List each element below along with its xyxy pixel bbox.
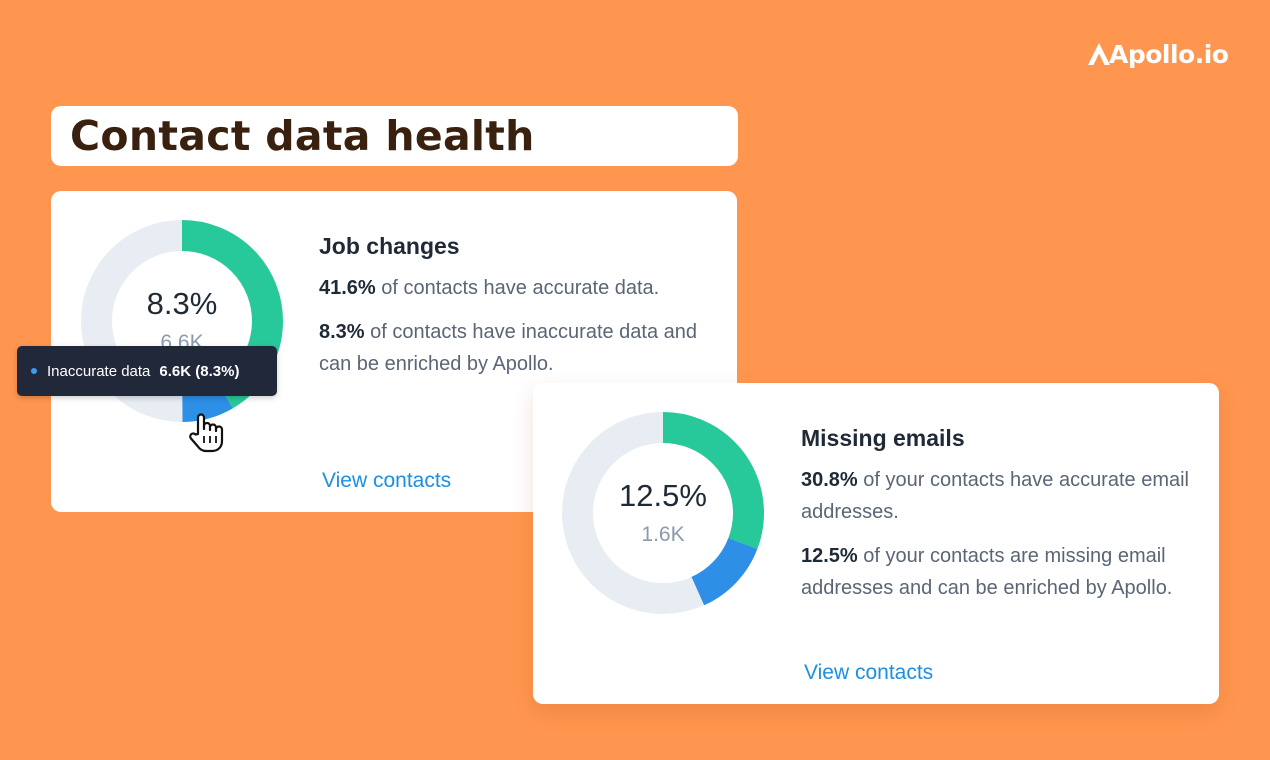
donut-chart — [81, 220, 283, 422]
card-title: Missing emails — [801, 425, 965, 451]
missing-emails-donut[interactable]: 12.5% 1.6K — [562, 412, 764, 614]
logo-text: Apollo.io — [1109, 39, 1229, 69]
inaccurate-text: of contacts have inaccurate data and can… — [319, 321, 698, 375]
missing-line: 12.5% of your contacts are missing email… — [801, 540, 1201, 604]
card-title: Job changes — [319, 233, 460, 259]
apollo-logo-icon — [1088, 43, 1110, 65]
missing-percent: 12.5% — [801, 545, 858, 567]
donut-count: 1.6K — [641, 523, 685, 546]
tooltip-value: 6.6K (8.3%) — [159, 362, 240, 380]
apollo-logo: Apollo.io — [1086, 36, 1229, 72]
hand-pointer-icon — [189, 413, 224, 453]
accurate-text: of contacts have accurate data. — [375, 277, 660, 299]
accurate-percent: 41.6% — [319, 277, 376, 299]
tooltip-label: Inaccurate data — [47, 362, 151, 380]
inaccurate-percent: 8.3% — [319, 321, 365, 343]
job-changes-text: Job changes 41.6% of contacts have accur… — [319, 231, 719, 392]
donut-segment-accurate[interactable] — [81, 220, 283, 422]
legend-dot-icon — [31, 368, 37, 374]
missing-text: of your contacts are missing email addre… — [801, 545, 1173, 599]
accurate-line: 30.8% of your contacts have accurate ema… — [801, 464, 1201, 528]
donut-chart — [562, 412, 764, 614]
missing-emails-card: 12.5% 1.6K Missing emails 30.8% of your … — [533, 383, 1219, 704]
donut-percent: 12.5% — [619, 478, 707, 513]
accurate-line: 41.6% of contacts have accurate data. — [319, 272, 719, 304]
donut-percent: 8.3% — [146, 286, 218, 321]
donut-tooltip: Inaccurate data 6.6K (8.3%) — [17, 346, 277, 396]
page-title: Contact data health — [70, 112, 535, 160]
inaccurate-line: 8.3% of contacts have inaccurate data an… — [319, 316, 719, 380]
view-contacts-link[interactable]: View contacts — [322, 469, 452, 492]
view-contacts-link[interactable]: View contacts — [804, 661, 934, 684]
missing-emails-text: Missing emails 30.8% of your contacts ha… — [801, 423, 1201, 616]
accurate-percent: 30.8% — [801, 469, 858, 491]
title-box: Contact data health — [51, 106, 738, 166]
donut-segment-accurate[interactable] — [562, 412, 764, 614]
accurate-text: of your contacts have accurate email add… — [801, 469, 1189, 523]
